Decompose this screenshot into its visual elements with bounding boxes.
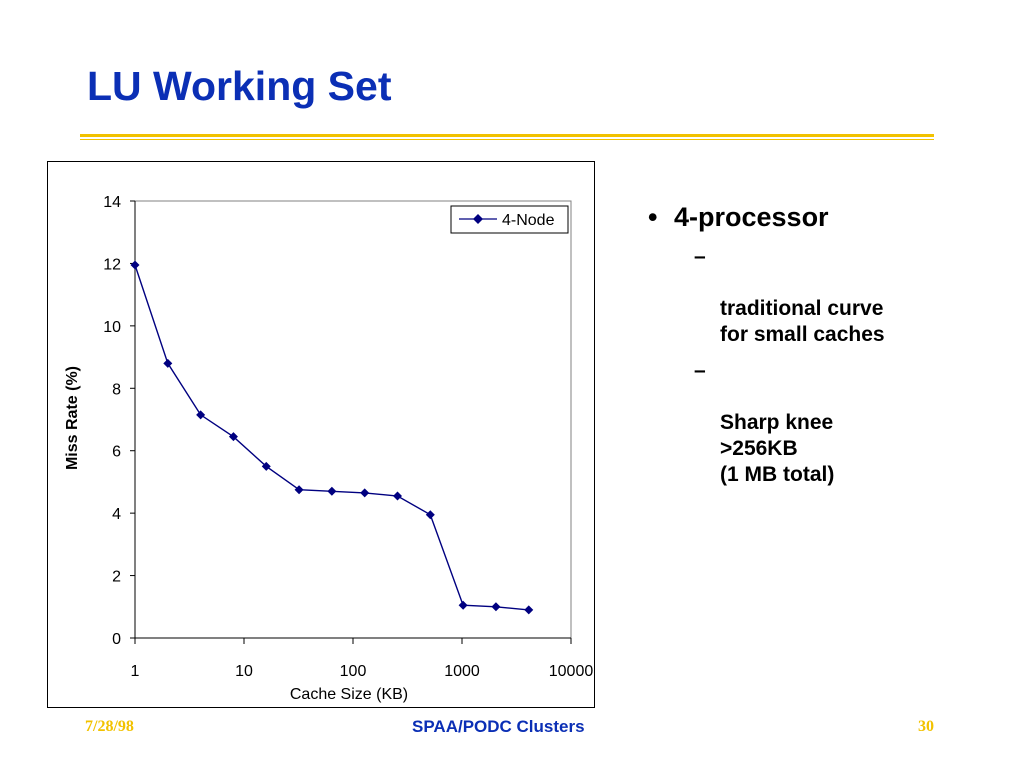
data-point-marker [261,461,271,471]
data-point-marker [130,260,140,270]
bullet-sub-1: – traditional curve for small caches [648,244,988,348]
y-tick-label: 14 [103,194,121,211]
bullet-sub-2-text: Sharp knee >256KB (1 MB total) [720,411,835,486]
bullet-main-text: 4-processor [674,202,829,232]
y-axis-ticks: 0 2 4 6 8 10 12 14 [103,194,135,648]
data-point-marker [491,602,501,612]
y-tick-label: 6 [112,444,121,461]
data-point-marker [524,605,534,615]
y-tick-label: 12 [103,256,121,273]
x-tick-label: 1 [131,663,140,680]
series-line [134,264,529,611]
data-point-marker [163,358,173,368]
data-point-marker [425,510,435,520]
x-axis-label: Cache Size (KB) [290,686,408,703]
x-tick-label: 100 [340,663,367,680]
data-point-marker [360,488,370,498]
bullet-dot: • [648,202,658,232]
legend-diamond-marker [473,214,483,224]
data-point-marker [458,600,468,610]
title-divider-thin [80,139,934,140]
footer-date: 7/28/98 [85,718,134,735]
data-point-marker [196,410,206,420]
y-tick-label: 8 [112,381,121,398]
y-axis-label: Miss Rate (%) [64,366,81,470]
x-tick-label: 10 [235,663,253,680]
page-number: 30 [918,718,934,735]
bullet-dash: – [694,359,706,382]
slide-title: LU Working Set [87,63,392,109]
x-axis-ticks: 1 10 100 1000 10000 [131,638,594,680]
chart-frame [47,161,595,708]
legend: 4-Node [450,205,569,234]
bullet-dash: – [694,245,706,268]
y-tick-label: 2 [112,569,121,586]
series-layer [130,260,534,615]
y-tick-label: 10 [103,319,121,336]
bullet-sub-1-text: traditional curve for small caches [720,297,885,346]
title-divider-thick [80,134,934,137]
data-point-marker [327,486,337,496]
bullet-sub-2: – Sharp knee >256KB (1 MB total) [648,358,988,488]
x-tick-label: 10000 [549,663,594,680]
legend-label: 4-Node [502,212,555,229]
x-tick-label: 1000 [444,663,480,680]
footer-title: SPAA/PODC Clusters [412,717,585,736]
y-tick-label: 4 [112,506,121,523]
plot-area [134,200,572,639]
data-point-marker [392,491,402,501]
bullet-list: • 4-processor – traditional curve for sm… [648,200,988,488]
data-point-marker [294,485,304,495]
bullet-main: • 4-processor [648,200,988,234]
y-tick-label: 0 [112,631,121,648]
data-point-marker [228,432,238,442]
